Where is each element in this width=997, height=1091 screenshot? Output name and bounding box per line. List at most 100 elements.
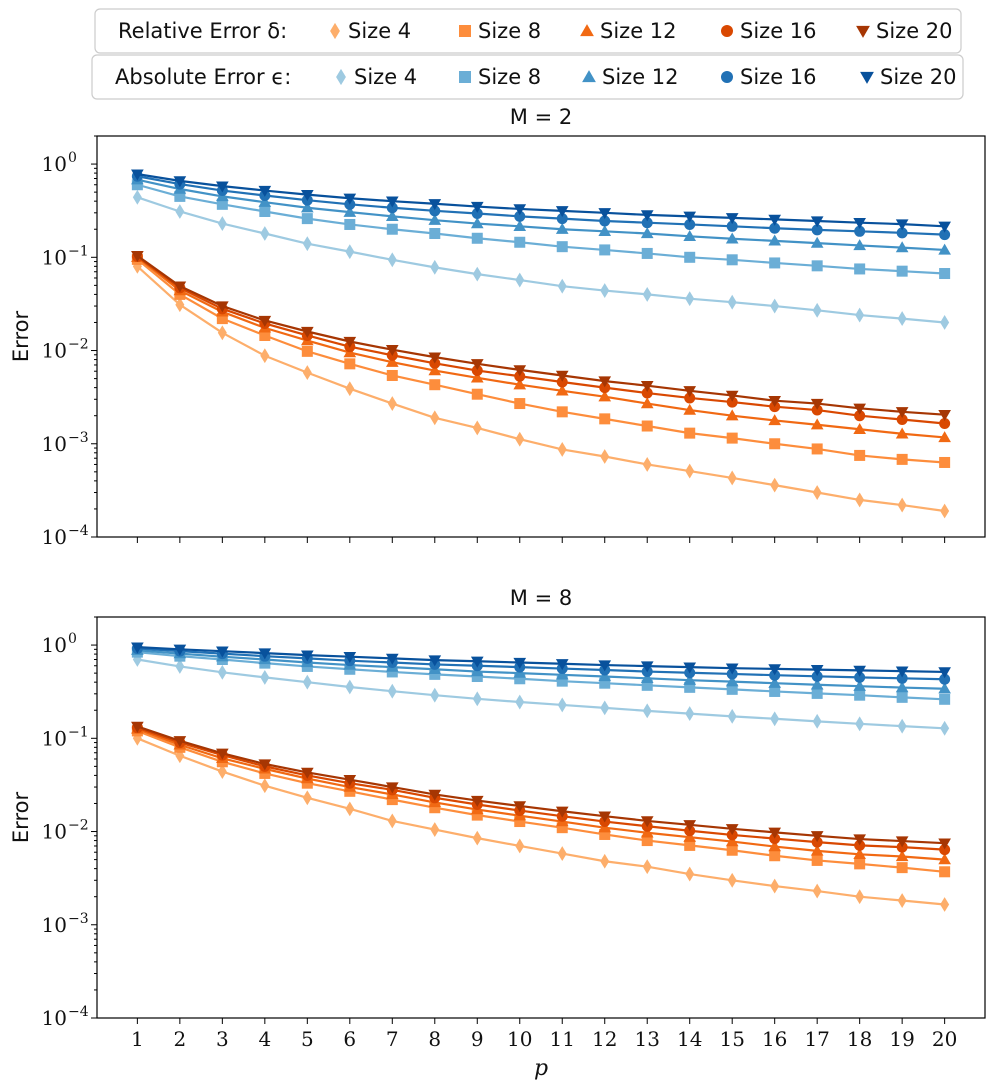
data-point <box>514 398 526 410</box>
data-point <box>725 824 739 836</box>
data-point <box>683 229 697 241</box>
series-line <box>136 258 945 464</box>
data-point <box>600 853 610 869</box>
data-point <box>853 665 866 677</box>
data-point <box>301 213 313 225</box>
series-relative-size-8 <box>131 253 951 468</box>
data-point <box>768 840 782 852</box>
x-tick-label: 19 <box>889 1027 914 1051</box>
data-point <box>598 390 612 402</box>
data-point <box>939 229 951 241</box>
data-point <box>217 325 227 341</box>
data-point <box>939 417 951 429</box>
x-ticks: 1 2 3 4 5 6 7 8 9 10 11 12 13 14 15 16 17 18 19 20 <box>131 1018 957 1051</box>
data-point <box>685 291 695 307</box>
data-point <box>175 297 185 313</box>
data-point <box>556 406 568 418</box>
data-point <box>938 853 951 865</box>
data-point <box>600 283 610 298</box>
y-tick-base: 10 <box>42 339 67 363</box>
data-point <box>515 431 525 447</box>
data-point <box>131 251 144 263</box>
data-point <box>640 210 654 222</box>
data-point <box>770 711 780 727</box>
data-point <box>812 485 822 500</box>
data-point <box>725 835 739 847</box>
data-point <box>428 199 442 211</box>
data-point <box>385 210 399 222</box>
data-point <box>385 196 399 208</box>
series-line <box>137 725 945 845</box>
data-point <box>344 358 356 370</box>
legend-frame <box>91 54 964 100</box>
data-point <box>173 644 187 656</box>
series-relative-size-20 <box>131 251 951 422</box>
data-point <box>683 820 697 832</box>
data-point <box>557 846 567 862</box>
data-point <box>812 713 822 729</box>
data-point <box>556 241 568 253</box>
data-point <box>897 718 907 734</box>
legend-title: Absolute Error ϵ: <box>115 65 291 89</box>
legend-entry-label: Size 8 <box>478 19 541 43</box>
data-point <box>725 409 739 421</box>
data-point <box>895 427 909 439</box>
data-point <box>895 219 909 231</box>
data-point <box>217 764 227 779</box>
x-tick-label: 18 <box>847 1027 872 1051</box>
data-point <box>386 223 398 235</box>
x-tick-label: 10 <box>507 1027 532 1051</box>
data-point <box>897 497 907 513</box>
data-point <box>640 397 654 409</box>
series-line <box>136 729 945 873</box>
data-point <box>641 247 653 259</box>
data-point <box>854 858 866 870</box>
data-point <box>175 204 185 219</box>
data-point <box>895 241 909 253</box>
data-point <box>684 251 696 263</box>
data-point <box>939 456 951 468</box>
data-point <box>300 189 314 201</box>
data-point <box>217 216 227 231</box>
data-point <box>683 673 697 685</box>
legend-marker-diamond <box>336 68 346 86</box>
data-point <box>258 648 272 660</box>
x-tick-label: 11 <box>550 1027 575 1051</box>
data-point <box>258 185 272 197</box>
y-tick-exponent: −4 <box>68 1004 89 1020</box>
data-point <box>470 359 484 371</box>
data-point <box>131 642 144 654</box>
data-point <box>300 201 314 213</box>
data-point <box>260 348 270 364</box>
x-tick-label: 20 <box>932 1027 957 1051</box>
data-point <box>727 872 737 888</box>
data-point <box>896 453 908 465</box>
data-point <box>810 678 824 690</box>
data-point <box>939 268 951 280</box>
data-point <box>726 844 738 856</box>
data-point <box>302 365 312 381</box>
data-point <box>640 826 654 838</box>
data-point <box>895 681 909 693</box>
data-point <box>810 664 824 676</box>
data-point <box>598 670 612 682</box>
legend-marker-triangle-down <box>860 71 874 84</box>
data-point <box>770 298 780 314</box>
y-tick-base: 10 <box>42 726 67 750</box>
data-point <box>768 664 782 676</box>
data-point <box>343 774 357 786</box>
x-tick-label: 1 <box>131 1027 144 1051</box>
data-point <box>684 392 696 404</box>
y-tick-exponent: 0 <box>68 631 77 647</box>
data-point <box>429 802 441 814</box>
series-absolute-size-8 <box>131 179 951 280</box>
y-tick-label: 10 <box>42 245 67 269</box>
series-absolute-size-20 <box>131 169 951 233</box>
x-tick-label: 7 <box>386 1027 399 1051</box>
data-point <box>343 652 357 664</box>
data-point <box>727 708 737 724</box>
data-point <box>430 687 440 703</box>
